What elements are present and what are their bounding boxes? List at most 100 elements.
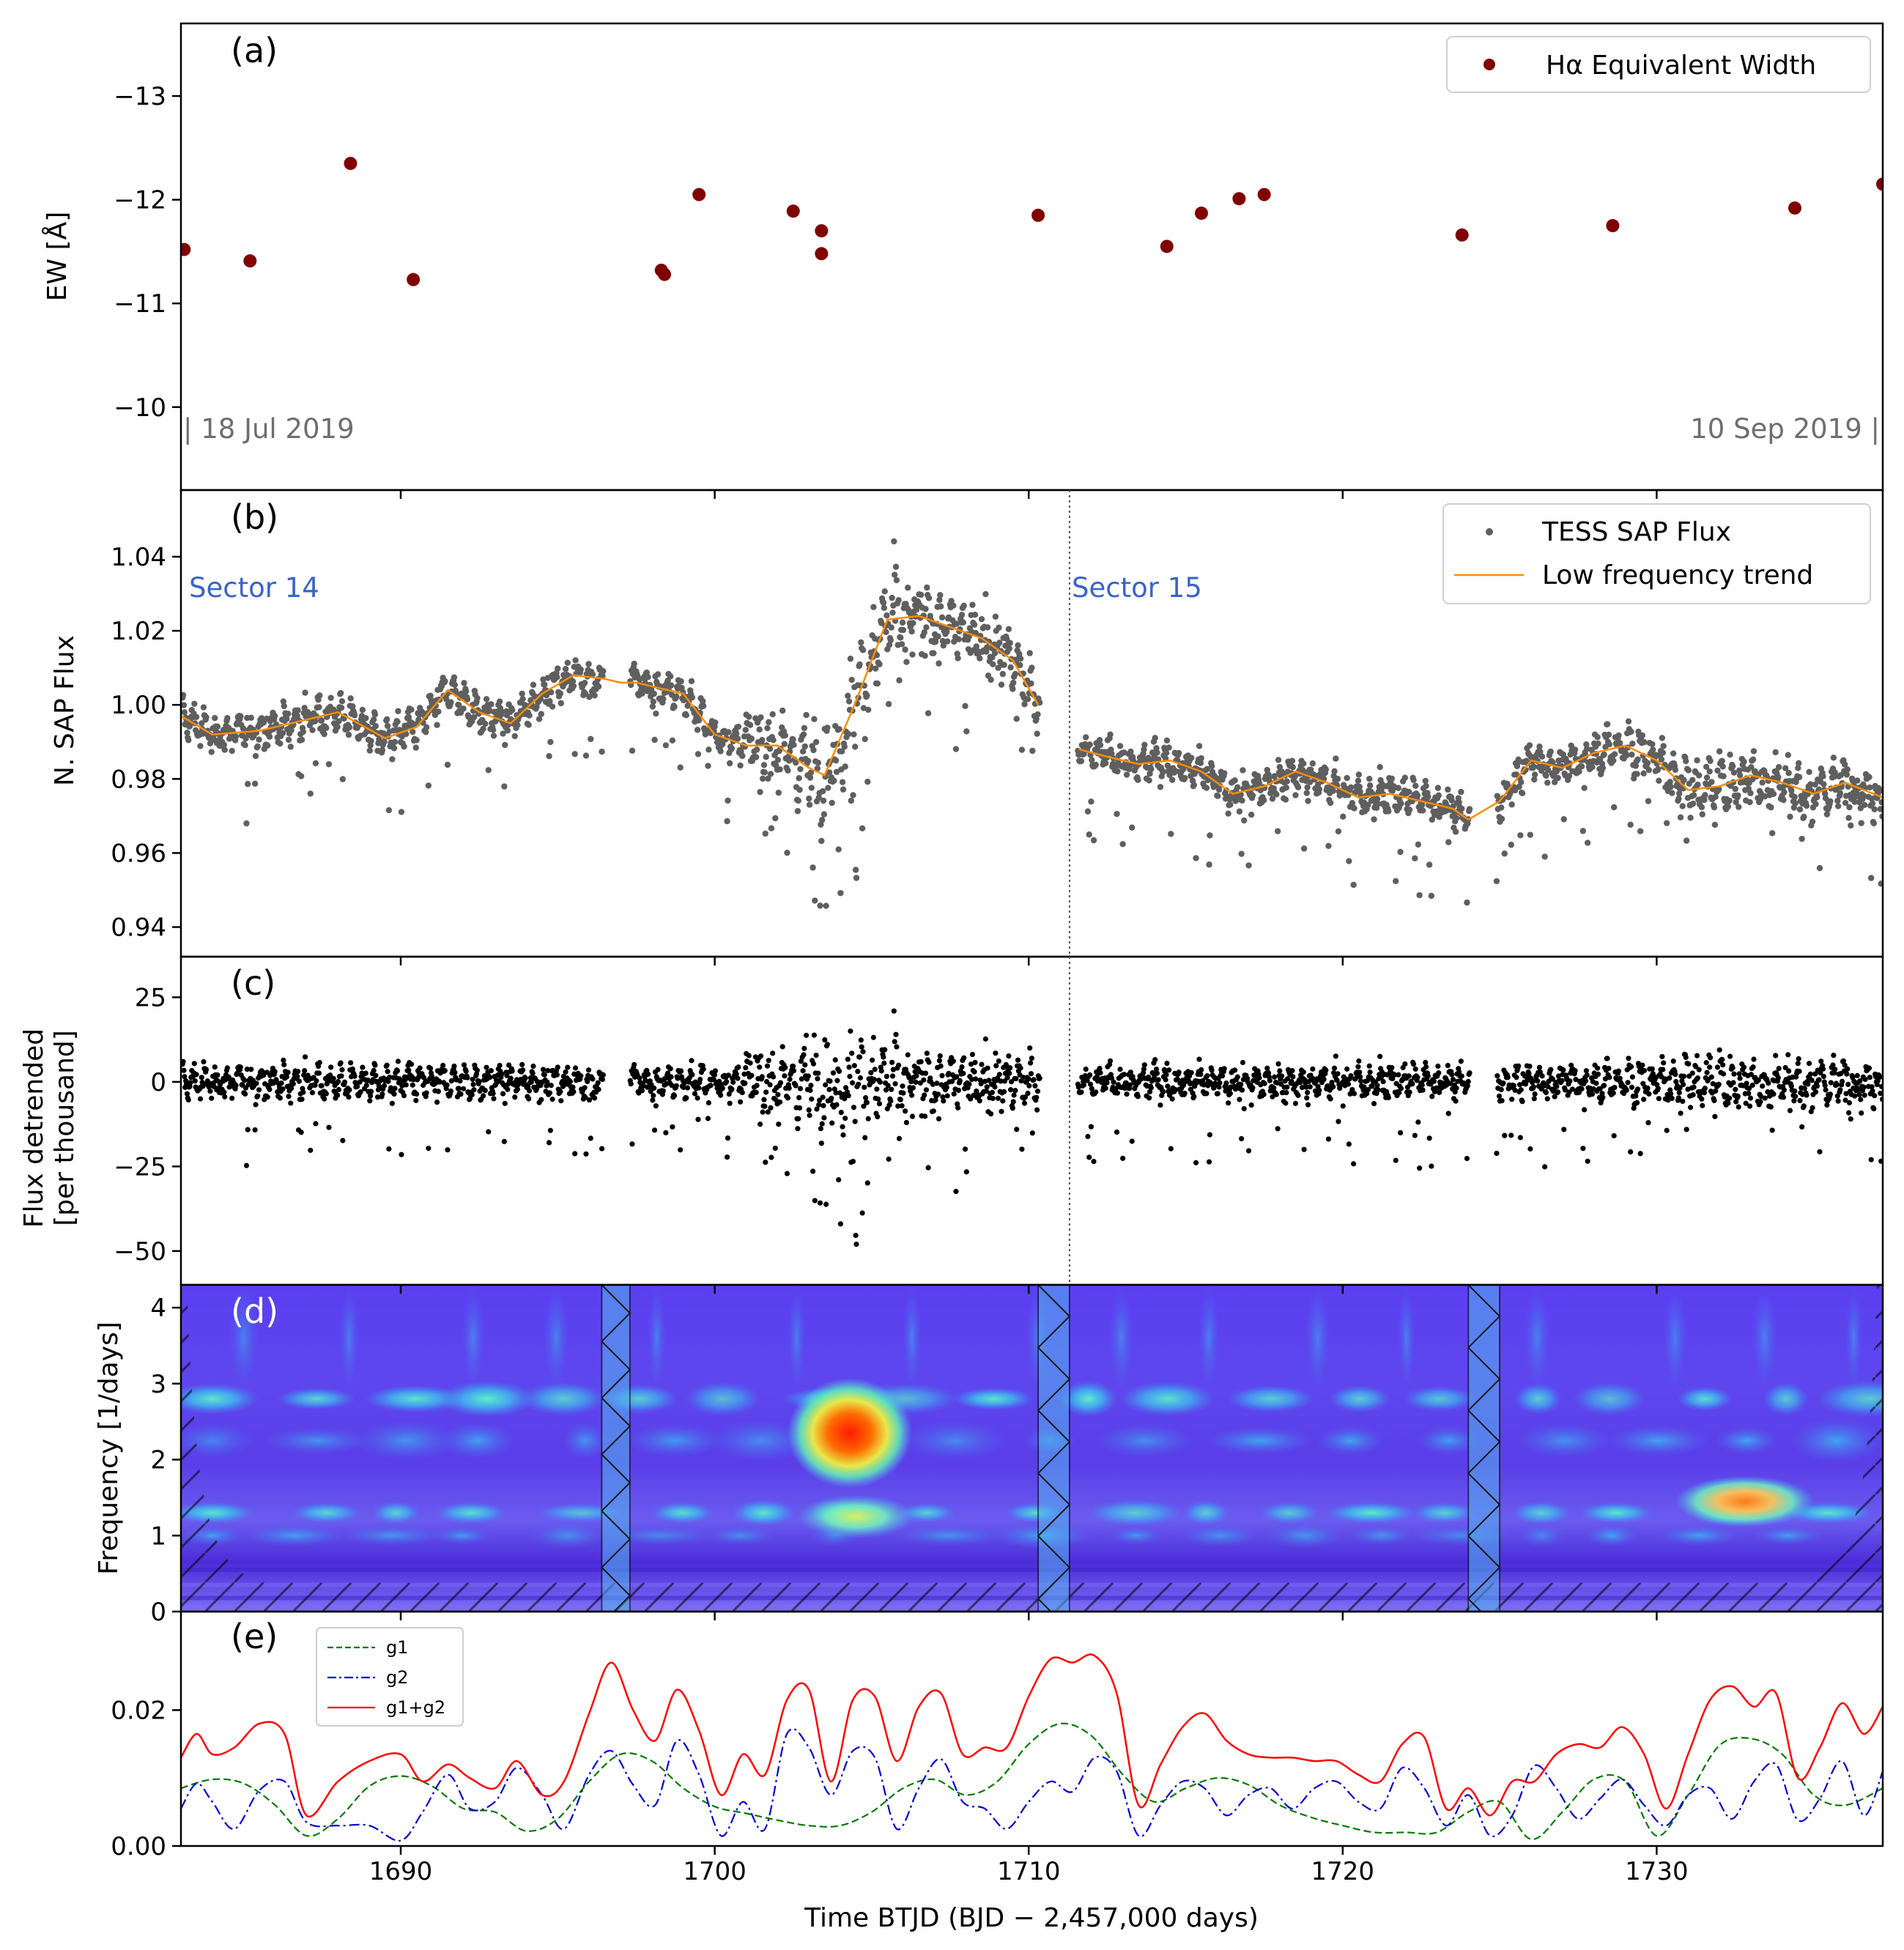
detrended-point [671, 1093, 678, 1099]
sap-flux-point [1720, 773, 1727, 779]
detrended-point [1555, 1073, 1562, 1079]
detrended-point [951, 1091, 957, 1097]
detrended-point [1327, 1096, 1333, 1102]
sap-flux-point [1581, 785, 1588, 791]
sap-flux-point [851, 744, 859, 750]
detrended-point [358, 1089, 363, 1095]
detrended-point [753, 1089, 759, 1095]
sap-flux-point [415, 716, 422, 723]
sap-flux-point [1406, 788, 1412, 796]
sap-flux-point [1010, 679, 1017, 686]
sap-flux-point [851, 731, 857, 738]
sap-flux-point [448, 699, 454, 705]
detrended-point [316, 1059, 322, 1066]
detrended-point [1641, 1097, 1647, 1102]
detrended-point [1735, 1093, 1741, 1100]
detrended-point [818, 1126, 823, 1132]
sap-flux-point [1305, 798, 1311, 804]
sap-flux-point [815, 760, 821, 766]
sap-flux-point [1641, 738, 1648, 746]
sap-flux-point [1335, 828, 1342, 835]
sap-flux-point [765, 775, 771, 782]
sap-flux-point [451, 674, 458, 681]
detrended-point [1796, 1068, 1802, 1075]
detrended-point [452, 1069, 458, 1075]
detrended-point [1006, 1053, 1012, 1059]
detrended-point [1423, 1059, 1429, 1066]
b-ytick-label: 1.00 [111, 691, 166, 720]
sap-flux-point [1694, 782, 1701, 788]
sap-flux-point [759, 775, 766, 782]
c-ylabel-line1: Flux detrended [19, 1028, 49, 1228]
sap-flux-point [1029, 664, 1035, 671]
sap-flux-point [842, 763, 848, 770]
sap-flux-point [705, 763, 711, 769]
detrended-point [900, 1090, 906, 1096]
detrended-point [890, 1067, 897, 1072]
sap-flux-point [839, 779, 846, 785]
sap-flux-point [1001, 661, 1007, 668]
detrended-point [1141, 1066, 1147, 1072]
sap-flux-point [1245, 862, 1252, 869]
sap-flux-point [271, 713, 278, 719]
detrended-point [910, 1085, 916, 1091]
detrended-point [1768, 1104, 1774, 1110]
sap-flux-point [1795, 760, 1802, 767]
detrended-point [1602, 1076, 1609, 1082]
detrended-point [1188, 1069, 1194, 1075]
detrended-point [302, 1068, 308, 1074]
sap-flux-point [285, 736, 292, 744]
detrended-point [892, 1039, 897, 1045]
detrended-point [368, 1089, 374, 1094]
detrended-point [1731, 1071, 1737, 1077]
detrended-point [999, 1108, 1004, 1114]
wavelet-blob [1182, 1500, 1230, 1526]
b-ytick-label: 1.04 [111, 543, 166, 572]
detrended-point [1348, 1073, 1354, 1079]
detrended-point [827, 1078, 833, 1084]
detrended-point [277, 1095, 283, 1101]
sap-flux-point [496, 698, 503, 705]
detrended-point [914, 1073, 919, 1079]
detrended-point [1083, 1067, 1089, 1072]
detrended-point [1606, 1065, 1612, 1072]
detrended-point [1274, 1080, 1280, 1086]
detrended-point [406, 1067, 412, 1073]
sap-flux-point [1340, 813, 1346, 820]
sap-flux-point [384, 722, 391, 730]
sap-flux-point [1560, 751, 1567, 758]
sap-flux-point [653, 710, 659, 717]
detrended-point [1464, 1155, 1470, 1162]
detrended-point [567, 1078, 573, 1085]
sap-flux-point [363, 715, 369, 722]
detrended-point [996, 1058, 1002, 1064]
detrended-point [1398, 1086, 1404, 1091]
detrended-point [434, 1099, 440, 1105]
detrended-point [974, 1088, 979, 1094]
sap-flux-point [1448, 797, 1455, 804]
sap-flux-point [1611, 751, 1618, 757]
detrended-point [823, 1201, 829, 1207]
detrended-point [906, 1075, 912, 1080]
detrended-point [1623, 1087, 1629, 1093]
sap-flux-point [1511, 787, 1519, 794]
sap-flux-point [667, 673, 674, 680]
detrended-point [460, 1086, 467, 1091]
sap-flux-point [725, 729, 732, 735]
detrended-point [1878, 1083, 1883, 1089]
detrended-point [1702, 1086, 1708, 1091]
detrended-point [810, 1061, 817, 1067]
detrended-point [1019, 1146, 1025, 1152]
sap-flux-point [351, 712, 358, 719]
sap-flux-point [577, 666, 584, 673]
detrended-point [1331, 1065, 1338, 1071]
sap-flux-point [1356, 783, 1363, 790]
sap-flux-point [287, 744, 294, 750]
sap-flux-point [599, 748, 605, 755]
sap-flux-point [1160, 769, 1166, 776]
sap-flux-point [759, 736, 766, 744]
sap-flux-point [1294, 784, 1302, 790]
sap-flux-point [1605, 731, 1612, 738]
sap-flux-point [208, 749, 215, 755]
sap-flux-point [962, 702, 968, 710]
